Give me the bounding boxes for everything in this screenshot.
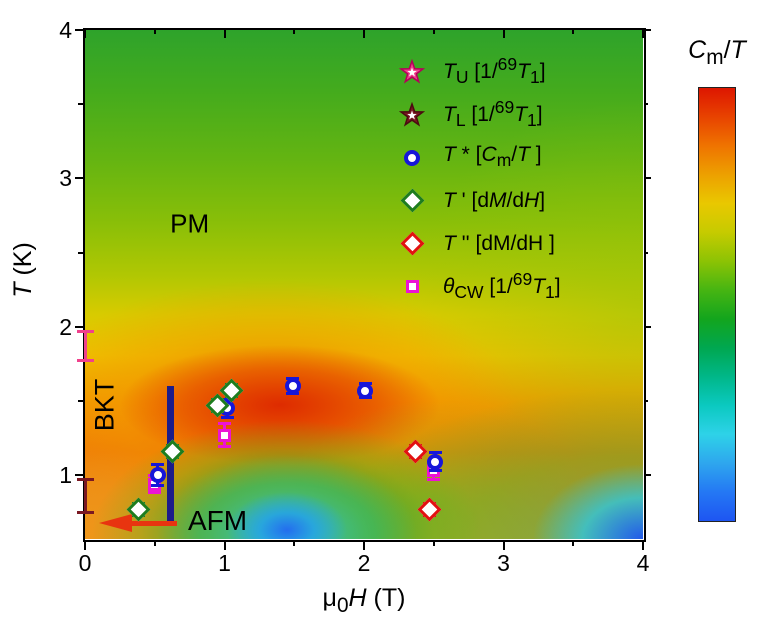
y-tick	[75, 474, 83, 477]
legend-item-tu: TU [1/69T1]	[393, 50, 546, 93]
x-axis-label: μ0H (T)	[322, 584, 406, 617]
error-bar-T_U	[76, 329, 94, 363]
legend-item-tstar: T * [Cm/T ]	[393, 136, 542, 179]
y-tick	[78, 103, 83, 106]
theta_CW-square-marker	[405, 280, 419, 293]
legend-label-tstar: T * [Cm/T ]	[443, 143, 542, 171]
legend-item-tl: TL [1/69T1]	[393, 93, 543, 136]
colorbar	[698, 87, 736, 522]
y-tick-label: 2	[59, 313, 72, 340]
x-tick-top	[572, 30, 575, 34]
y-tick-right	[645, 177, 651, 180]
y-tick	[78, 399, 83, 402]
plot-overlay: PM BKT AFM	[76, 30, 643, 539]
x-tick-label: 0	[78, 550, 92, 576]
legend-label-tl: TL [1/69T1]	[443, 97, 543, 131]
T_U-star-marker	[399, 58, 425, 84]
x-tick	[293, 541, 296, 546]
T'-diamond-marker	[160, 439, 185, 464]
region-label-pm: PM	[170, 208, 210, 239]
x-tick	[223, 541, 226, 550]
x-tick	[363, 541, 365, 550]
legend-label-thetacw: θCW [1/69T1]	[443, 269, 561, 303]
colorbar-label: Cm/T	[688, 36, 746, 69]
legend-label-tu: TU [1/69T1]	[443, 54, 546, 88]
y-tick-right	[645, 399, 648, 402]
tprime-diamond-icon	[393, 188, 431, 213]
legend-label-tprime: T ' [dM/dH]	[443, 188, 546, 212]
x-tick-label: 1	[218, 550, 231, 576]
T'-diamond-marker	[399, 188, 425, 213]
x-tick-label: 2	[357, 550, 371, 576]
T''-diamond-marker	[417, 497, 442, 522]
x-tick-top	[502, 30, 505, 38]
y-tick-right	[645, 325, 651, 328]
x-tick	[502, 541, 505, 550]
T*-circle-marker	[284, 378, 301, 395]
y-axis-label: T (K)	[9, 242, 37, 298]
x-tick	[642, 541, 644, 550]
x-tick-top	[153, 30, 156, 34]
legend-item-tprime: T ' [dM/dH]	[393, 179, 545, 222]
x-tick	[572, 541, 575, 546]
x-tick-top	[432, 30, 435, 34]
T*-circle-marker	[427, 453, 444, 470]
T*-circle-marker	[149, 467, 166, 484]
x-tick-label: 4	[636, 550, 650, 576]
theta_CW-square-marker	[218, 428, 231, 442]
legend-item-tdprime: T '' [dM/dH ]	[393, 222, 555, 265]
T''-diamond-marker	[399, 231, 425, 256]
error-bar-T_L	[76, 478, 94, 514]
y-tick-label: 3	[59, 165, 72, 192]
T''-diamond-marker	[403, 439, 428, 464]
tu-star-icon	[393, 58, 431, 85]
y-tick-label: 1	[59, 462, 72, 489]
T*-circle-marker	[357, 382, 374, 399]
x-tick-label: 3	[497, 550, 510, 576]
y-tick-right	[645, 474, 651, 477]
x-tick-top	[363, 30, 365, 38]
tstar-circle-icon	[393, 149, 431, 166]
y-tick	[75, 177, 83, 180]
y-tick	[78, 251, 83, 254]
y-tick-right	[645, 103, 648, 106]
thetacw-square-icon	[393, 280, 431, 293]
legend-label-tdprime: T '' [dM/dH ]	[443, 231, 555, 255]
T_L-star-marker	[399, 101, 425, 127]
region-label-afm: AFM	[187, 505, 248, 537]
afm-arrow-line	[126, 520, 178, 526]
y-tick-label: 4	[59, 17, 72, 43]
T*-circle-marker	[404, 149, 420, 166]
x-tick-top	[84, 30, 86, 38]
y-tick-right	[645, 29, 651, 31]
x-tick-top	[223, 30, 226, 38]
legend-item-thetacw: θCW [1/69T1]	[393, 265, 561, 308]
x-tick	[84, 541, 86, 550]
tdprime-diamond-icon	[393, 231, 431, 256]
afm-arrow-head	[98, 514, 132, 533]
x-tick	[432, 541, 435, 546]
region-label-bkt: BKT	[89, 379, 120, 432]
plot-area: PM BKT AFM TU [1/69T1] TL [1/69T1] T * [Cm…	[76, 30, 643, 539]
x-tick-top	[293, 30, 296, 34]
x-tick-top	[642, 30, 644, 38]
y-tick	[75, 325, 83, 328]
y-tick	[75, 29, 83, 31]
tl-star-icon	[393, 101, 431, 128]
y-tick-right	[645, 251, 648, 254]
x-tick	[153, 541, 156, 546]
